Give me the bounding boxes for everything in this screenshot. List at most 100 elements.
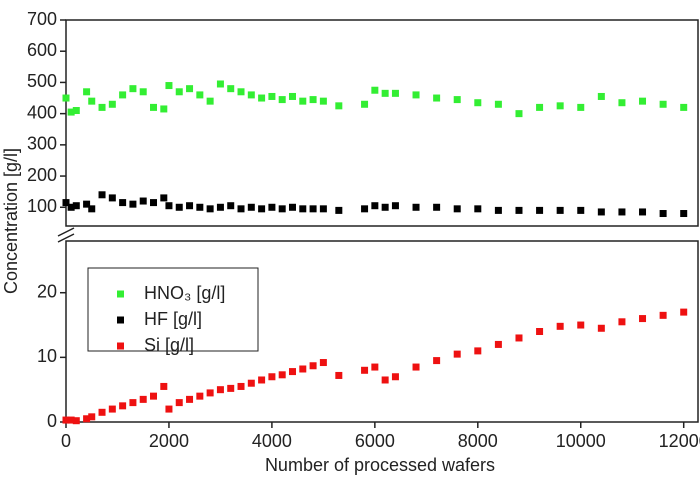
point	[119, 199, 127, 207]
point	[206, 205, 214, 213]
point	[433, 357, 441, 365]
point	[62, 416, 70, 424]
point	[139, 197, 147, 205]
y-tick-label: 700	[27, 9, 57, 29]
point	[206, 389, 214, 397]
point	[288, 368, 296, 376]
point	[119, 91, 127, 99]
point	[391, 373, 399, 381]
legend-label: HF [g/l]	[144, 309, 202, 329]
point	[237, 88, 245, 96]
point	[288, 203, 296, 211]
point	[299, 365, 307, 373]
point	[474, 99, 482, 107]
point	[268, 92, 276, 100]
point	[227, 202, 235, 210]
point	[335, 206, 343, 214]
point	[165, 405, 173, 413]
point	[453, 205, 461, 213]
point	[680, 308, 688, 316]
point	[88, 413, 96, 421]
series-points	[62, 191, 688, 218]
axis-break	[57, 227, 75, 243]
point	[309, 96, 317, 104]
point	[371, 86, 379, 94]
point	[88, 97, 96, 105]
point	[371, 363, 379, 371]
point	[536, 206, 544, 214]
point	[119, 402, 127, 410]
point	[433, 203, 441, 211]
point	[160, 194, 168, 202]
point	[150, 103, 158, 111]
y-tick-label: 300	[27, 134, 57, 154]
y-axis-label: Concentration [g/l]	[1, 148, 21, 294]
x-tick-label: 8000	[458, 431, 498, 451]
point	[160, 105, 168, 113]
point	[247, 379, 255, 387]
point	[206, 97, 214, 105]
point	[577, 321, 585, 329]
y-tick-label: 0	[47, 411, 57, 431]
point	[556, 102, 564, 110]
point	[335, 371, 343, 379]
point	[83, 415, 91, 423]
y-tick-label: 20	[37, 281, 57, 301]
point	[186, 395, 194, 403]
x-tick-label: 12000	[659, 431, 700, 451]
point	[577, 103, 585, 111]
point	[597, 208, 605, 216]
point	[319, 359, 327, 367]
point	[139, 395, 147, 403]
point	[108, 100, 116, 108]
point	[433, 94, 441, 102]
point	[258, 94, 266, 102]
point	[62, 199, 70, 207]
legend-marker	[117, 290, 124, 298]
point	[659, 100, 667, 108]
point	[288, 92, 296, 100]
point	[258, 205, 266, 213]
point	[391, 202, 399, 210]
point	[268, 203, 276, 211]
x-tick-label: 2000	[149, 431, 189, 451]
point	[83, 200, 91, 208]
point	[165, 82, 173, 90]
point	[98, 191, 106, 199]
point	[196, 91, 204, 99]
point	[474, 205, 482, 213]
point	[186, 85, 194, 93]
point	[515, 206, 523, 214]
point	[412, 363, 420, 371]
x-axis-label: Number of processed wafers	[265, 455, 495, 475]
point	[175, 88, 183, 96]
legend-label: Si [g/l]	[144, 335, 194, 355]
legend-marker	[117, 342, 124, 350]
point	[556, 206, 564, 214]
point	[72, 107, 80, 115]
x-tick-label: 0	[61, 431, 71, 451]
legend-marker	[117, 316, 124, 324]
point	[227, 384, 235, 392]
y-tick-label: 10	[37, 346, 57, 366]
point	[62, 94, 70, 102]
point	[216, 386, 224, 394]
point	[412, 91, 420, 99]
point	[67, 416, 75, 424]
x-tick-label: 6000	[355, 431, 395, 451]
point	[150, 392, 158, 400]
y-tick-label: 400	[27, 102, 57, 122]
point	[659, 210, 667, 218]
legend-box	[87, 267, 259, 352]
series-points	[62, 80, 688, 118]
x-tick-label: 10000	[556, 431, 606, 451]
point	[536, 103, 544, 111]
point	[196, 203, 204, 211]
point	[258, 376, 266, 384]
point	[268, 373, 276, 381]
point	[597, 324, 605, 332]
point	[381, 203, 389, 211]
point	[381, 376, 389, 384]
point	[278, 205, 286, 213]
